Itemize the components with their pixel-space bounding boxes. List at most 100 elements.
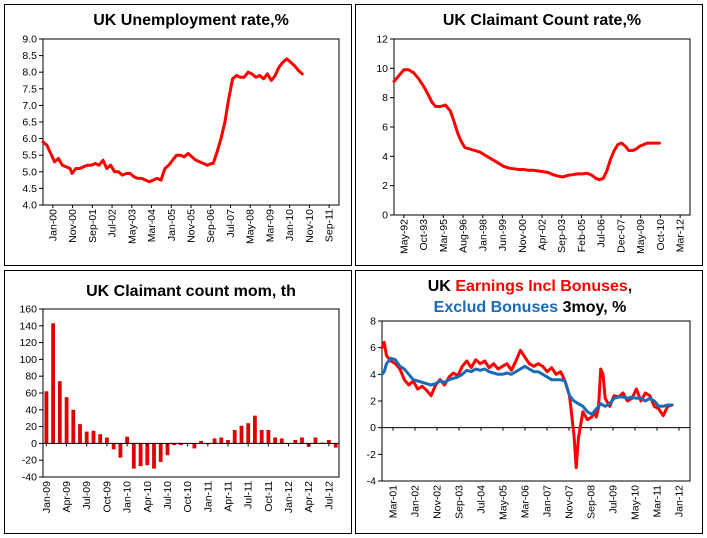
bar — [152, 443, 156, 469]
bar — [145, 443, 150, 466]
y-tick-label: 80 — [25, 371, 37, 383]
x-tick-label: Mar-09 — [264, 209, 276, 242]
x-tick-label: Jul-10 — [162, 481, 174, 510]
chart-claimant-count-rate: 0 2 4 6 8 10 12 UK Claimant Count rate,% May-92 O… — [376, 12, 691, 254]
panel-claimant-count-rate: 0 2 4 6 8 10 12 UK Claimant Count rate,% May-92 O… — [355, 4, 703, 266]
bar — [239, 425, 244, 444]
y-tick-label: 2 — [382, 180, 388, 192]
y-tick-label: 4.5 — [22, 183, 37, 195]
panel-claimant-count-mom: -40 -20 0 20 40 60 80 100 120 140 160 UK Claimant c… — [4, 270, 352, 534]
bar — [71, 409, 76, 444]
x-tick-label: Jan-00 — [47, 209, 59, 241]
y-tick-label: 6 — [370, 342, 376, 354]
x-tick-label: Apr-02 — [537, 219, 549, 251]
bar — [212, 438, 217, 444]
x-tick-label: Oct-10 — [655, 219, 667, 251]
y-tick-label: 160 — [19, 304, 37, 316]
bar — [279, 438, 284, 444]
bar — [78, 424, 82, 444]
bar — [219, 437, 224, 444]
plot-area — [381, 320, 691, 482]
bar — [57, 381, 62, 444]
x-tick-label: May-10 — [630, 485, 642, 520]
bar — [266, 430, 271, 444]
y-tick-label: 2 — [370, 396, 376, 408]
x-tick-label: Mar-04 — [146, 209, 158, 242]
x-tick-label: Oct-93 — [418, 219, 430, 251]
y-tick-label: 0 — [370, 422, 376, 434]
x-tick-label: May-09 — [635, 219, 647, 254]
bar — [138, 443, 143, 467]
bar — [199, 440, 203, 444]
x-tick-label: May-03 — [126, 209, 138, 244]
bar — [172, 443, 177, 446]
bar — [64, 397, 69, 444]
x-tick-label: Nov-07 — [564, 485, 576, 519]
y-tick-label: 6 — [382, 122, 388, 134]
panel-unemployment-rate: 4.0 4.5 5.0 5.5 6.0 6.5 7.0 7.5 8.0 8.5 9.0 UK Unem… — [4, 4, 352, 266]
y-tick-label: 9.0 — [22, 34, 37, 46]
x-tick-label: Feb-05 — [576, 219, 588, 252]
bar — [293, 440, 298, 444]
x-tick-label: Jul-07 — [225, 209, 237, 238]
x-tick-label: Jun-99 — [497, 219, 509, 251]
plot-area — [42, 38, 340, 206]
x-tick-label: Jan-07 — [542, 485, 554, 517]
x-tick-label: Jul-09 — [608, 485, 620, 514]
x-tick-label: Jan-02 — [410, 485, 422, 517]
x-tick-label: Mar-11 — [652, 485, 664, 518]
x-tick-label: Nov-00 — [517, 219, 529, 253]
title-comma: , — [628, 278, 632, 295]
bar — [105, 437, 109, 444]
y-tick-label: 8 — [382, 92, 388, 104]
y-tick-label: 100 — [19, 354, 37, 366]
bar — [91, 430, 96, 444]
series-line-0 — [41, 57, 304, 184]
x-tick-label: Nov-05 — [186, 209, 198, 243]
x-tick-label: Dec-07 — [615, 219, 627, 253]
x-tick-label: Jan-98 — [477, 219, 489, 251]
y-tick-label: 40 — [25, 404, 37, 416]
x-tick-label: Mar-01 — [388, 485, 400, 518]
x-tick-label: May-05 — [498, 485, 510, 520]
chart-title-line2: Exclud Bonuses 3moy, % — [434, 299, 627, 316]
y-tick-label: 12 — [376, 34, 388, 46]
bar — [84, 431, 89, 444]
x-tick-label: Mar-12 — [675, 219, 687, 252]
x-tick-label: Nov-10 — [304, 209, 316, 243]
y-tick-label: 7.5 — [22, 83, 37, 95]
series-line-1 — [380, 356, 674, 416]
x-tick-label: Apr-09 — [61, 481, 73, 513]
y-tick-label: 7.0 — [22, 100, 37, 112]
y-tick-label: 0 — [382, 210, 388, 222]
y-tick-label: -2 — [367, 449, 376, 461]
y-tick-label: 8.0 — [22, 67, 37, 79]
y-tick-label: -4 — [367, 476, 376, 488]
x-tick-label: Apr-11 — [223, 481, 235, 512]
y-tick-label: 120 — [19, 337, 37, 349]
x-tick-label: Mar-95 — [438, 219, 450, 252]
x-tick-label: Apr-10 — [142, 481, 154, 513]
y-tick-label: 4 — [370, 369, 376, 381]
y-tick-label: 140 — [19, 320, 37, 332]
x-tick-label: Apr-12 — [303, 481, 315, 513]
chart-unemployment-rate: 4.0 4.5 5.0 5.5 6.0 6.5 7.0 7.5 8.0 8.5 9.0 UK Unem… — [22, 12, 340, 244]
x-tick-label: Oct-11 — [263, 481, 275, 512]
chart-claimant-count-mom: -40 -20 0 20 40 60 80 100 120 140 160 UK Claimant c… — [19, 283, 340, 513]
y-tick-label: 0 — [31, 438, 37, 450]
title-series-excl: Exclud Bonuses — [434, 299, 559, 316]
x-tick-label: Jul-11 — [243, 481, 255, 509]
x-tick-label: Sep-11 — [324, 209, 336, 242]
x-tick-label: Jul-06 — [596, 219, 608, 248]
y-tick-label: 4 — [382, 151, 388, 163]
x-tick-label: Sep-03 — [454, 485, 466, 519]
bar — [246, 423, 251, 444]
x-tick-label: Sep-03 — [556, 219, 568, 253]
bar — [226, 440, 230, 444]
title-suffix: 3moy, % — [558, 299, 626, 316]
x-tick-label: Sep-01 — [87, 209, 99, 243]
y-tick-label: -20 — [22, 455, 37, 467]
plot-area — [42, 308, 340, 478]
title-series-incl: Earnings Incl Bonuses — [455, 278, 628, 295]
x-tick-label: Jan-12 — [283, 481, 295, 513]
